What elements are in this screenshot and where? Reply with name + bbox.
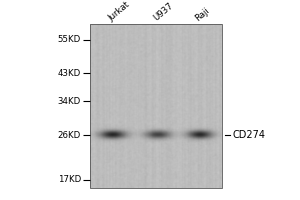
Text: 55KD: 55KD	[58, 36, 81, 45]
Text: U937: U937	[152, 1, 175, 23]
Text: 34KD: 34KD	[58, 97, 81, 106]
Text: Raji: Raji	[194, 6, 211, 23]
Text: 26KD: 26KD	[58, 130, 81, 140]
Text: 17KD: 17KD	[58, 176, 81, 184]
Text: 43KD: 43KD	[58, 68, 81, 77]
Text: CD274: CD274	[232, 130, 266, 140]
Text: Jurkat: Jurkat	[106, 0, 131, 23]
Bar	[90, 24, 222, 188]
